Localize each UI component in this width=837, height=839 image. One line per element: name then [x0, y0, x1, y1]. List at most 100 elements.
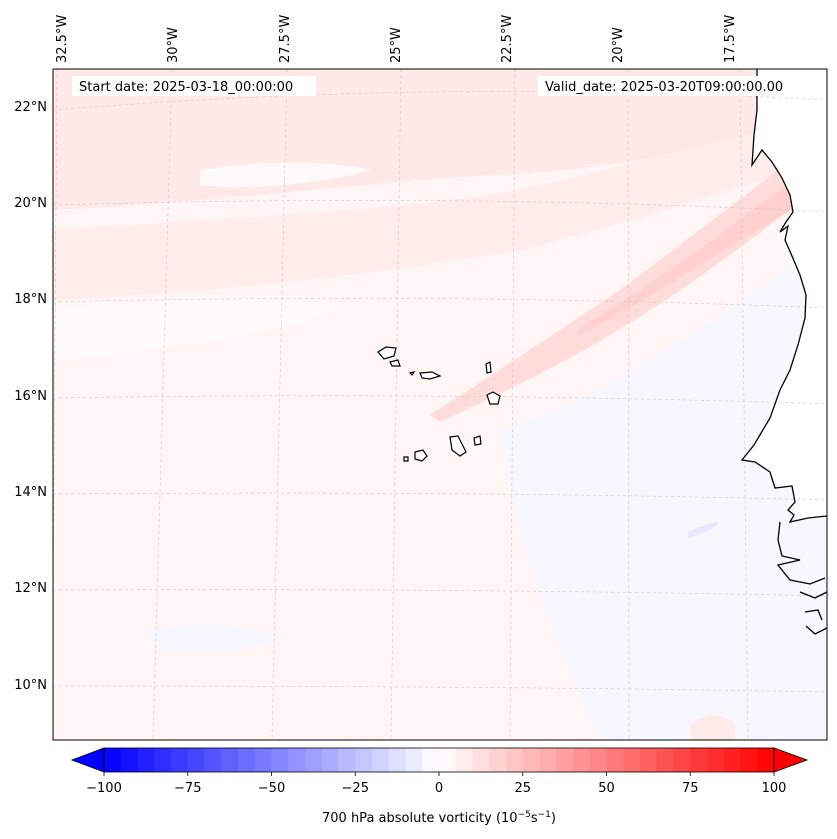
latitude-labels: 22°N 20°N 18°N 16°N 14°N 12°N 10°N	[14, 100, 47, 693]
island-sao-vicente	[389, 359, 401, 367]
colorbar-cell	[623, 748, 641, 772]
positive-vorticity-patch-south	[690, 715, 735, 740]
colorbar-cell	[405, 748, 423, 772]
colorbar-cell	[573, 748, 591, 772]
colorbar-cell	[690, 748, 708, 772]
africa-land	[742, 69, 827, 740]
colorbar-cell	[439, 748, 457, 772]
positive-vorticity-streak-core	[578, 150, 827, 335]
colorbar-cell	[539, 748, 557, 772]
lat-label-12n: 12°N	[14, 581, 47, 596]
colorbar-tick-label: 75	[682, 781, 699, 796]
colorbar-tick-label: −25	[342, 781, 369, 796]
map-frame	[52, 68, 828, 741]
lon-label-22-5w: 22.5°W	[500, 15, 515, 63]
colorbar-cell	[137, 748, 155, 772]
valid-date-label: Valid_date: 2025-03-20T09:00:00.00	[545, 80, 783, 95]
colorbar-cell	[372, 748, 390, 772]
colorbar: −100 −75 −50 −25 0 25 50 75 100 700 hPa absolute…	[70, 747, 809, 826]
colorbar-cell	[187, 748, 205, 772]
colorbar-cell	[740, 748, 758, 772]
lon-label-20w: 20°W	[611, 27, 626, 63]
colorbar-label-mid: s	[531, 811, 538, 826]
island-santa-luzia	[408, 371, 416, 376]
colorbar-label-prefix: 700 hPa absolute vorticity (10	[322, 811, 518, 826]
colorbar-cell	[506, 748, 524, 772]
colorbar-cell	[606, 748, 624, 772]
island-sao-nicolau	[419, 371, 442, 380]
colorbar-cell	[522, 748, 540, 772]
start-date-label: Start date: 2025-03-18_00:00:00	[79, 80, 293, 95]
colorbar-cell	[455, 748, 473, 772]
longitude-labels: 32.5°W 30°W 27.5°W 25°W 22.5°W 20°W 17.5…	[55, 15, 738, 63]
colorbar-tick-label: 0	[435, 781, 443, 796]
negative-vorticity-patch-sw	[150, 624, 280, 652]
colorbar-tick-label: −75	[174, 781, 201, 796]
colorbar-tick-label: 100	[762, 781, 787, 796]
gambia-guinea-coast	[776, 521, 827, 635]
lat-label-22n: 22°N	[14, 100, 47, 115]
colorbar-cell	[656, 748, 674, 772]
lon-label-17-5w: 17.5°W	[723, 15, 738, 63]
colorbar-cell	[589, 748, 607, 772]
positive-vorticity-streak	[430, 130, 827, 422]
lat-label-16n: 16°N	[14, 389, 47, 404]
lon-label-30w: 30°W	[166, 27, 181, 63]
colorbar-tick-label: −50	[258, 781, 285, 796]
colorbar-cell	[338, 748, 356, 772]
valid-date-box	[538, 76, 808, 96]
colorbar-cell	[707, 748, 725, 772]
colorbar-extend-min	[70, 747, 105, 773]
colorbar-cell	[723, 748, 741, 772]
vorticity-field	[53, 69, 827, 740]
island-brava	[403, 456, 409, 462]
island-sal	[485, 361, 492, 374]
island-fogo	[414, 449, 428, 462]
colorbar-label-exp1: −5	[518, 810, 531, 820]
colorbar-cell	[288, 748, 306, 772]
lon-label-32-5w: 32.5°W	[55, 15, 70, 63]
colorbar-cells	[104, 748, 775, 772]
africa-coastline	[740, 69, 827, 523]
colorbar-cell	[204, 748, 222, 772]
colorbar-cell	[104, 748, 122, 772]
colorbar-cell	[673, 748, 691, 772]
colorbar-cell	[757, 748, 775, 772]
map-panel: Start date: 2025-03-18_00:00:00 Valid_da…	[53, 69, 827, 740]
colorbar-cell	[556, 748, 574, 772]
colorbar-tick-label: 50	[598, 781, 615, 796]
lat-label-10n: 10°N	[14, 678, 47, 693]
colorbar-extend-max	[773, 747, 809, 773]
colorbar-cell	[221, 748, 239, 772]
neutral-patch-1	[53, 299, 340, 360]
colorbar-label-suffix: )	[551, 811, 556, 826]
cape-verde-islands	[377, 346, 501, 462]
colorbar-tick-label: −100	[86, 781, 122, 796]
lat-label-18n: 18°N	[14, 292, 47, 307]
colorbar-cell	[271, 748, 289, 772]
positive-vorticity-band-mid	[53, 120, 827, 300]
negative-vorticity-streak	[688, 522, 720, 538]
colorbar-ticks: −100 −75 −50 −25 0 25 50 75 100	[86, 772, 786, 796]
island-santiago	[449, 435, 467, 457]
lat-label-14n: 14°N	[14, 485, 47, 500]
island-santo-antao	[377, 346, 397, 360]
colorbar-cell	[238, 748, 256, 772]
colorbar-cell	[254, 748, 272, 772]
island-maio	[473, 435, 482, 446]
lon-label-25w: 25°W	[389, 27, 404, 63]
colorbar-cell	[489, 748, 507, 772]
negative-vorticity-region	[500, 240, 827, 740]
lat-label-20n: 20°N	[14, 196, 47, 211]
colorbar-cell	[388, 748, 406, 772]
lon-label-27-5w: 27.5°W	[278, 15, 293, 63]
neutral-patch-2	[200, 162, 370, 187]
colorbar-cell	[472, 748, 490, 772]
colorbar-cell	[120, 748, 138, 772]
colorbar-cell	[422, 748, 440, 772]
colorbar-cell	[321, 748, 339, 772]
colorbar-cell	[305, 748, 323, 772]
colorbar-cell	[355, 748, 373, 772]
colorbar-cell	[640, 748, 658, 772]
